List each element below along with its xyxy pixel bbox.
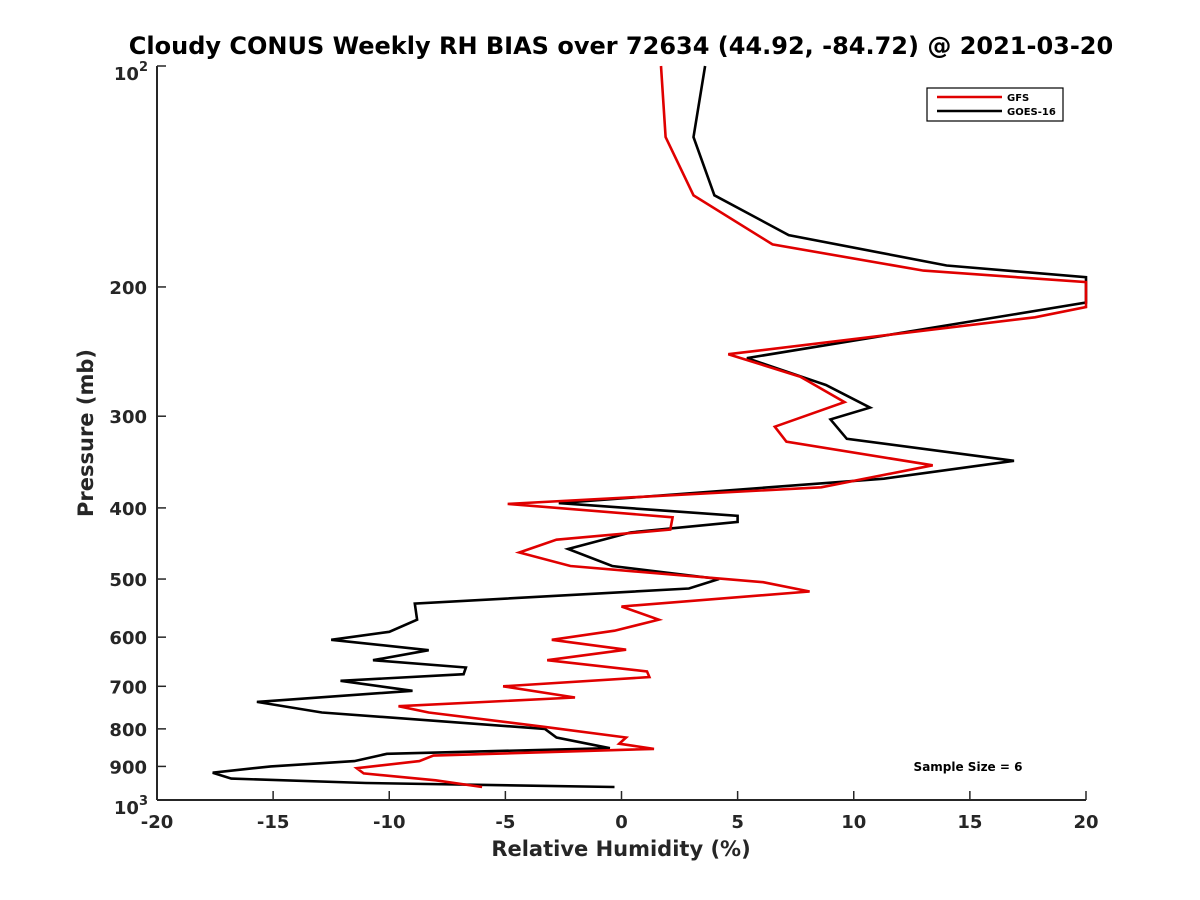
y-tick-label: 500 <box>109 570 147 591</box>
x-tick-label: 15 <box>957 812 982 833</box>
x-axis-ticks: -20 -15 -10 -5 0 5 10 15 20 <box>141 791 1099 833</box>
legend-label-gfs: GFS <box>1007 93 1029 104</box>
x-tick-label: 5 <box>731 812 744 833</box>
y-tick-label: 103 <box>114 794 148 819</box>
plot-background <box>157 66 1086 800</box>
y-tick-label: 400 <box>109 499 147 520</box>
y-tick-label: 102 <box>114 60 148 85</box>
y-tick-label: 900 <box>109 757 147 778</box>
x-axis-label: Relative Humidity (%) <box>491 837 750 861</box>
x-tick-label: -20 <box>141 812 174 833</box>
x-tick-label: 0 <box>615 812 628 833</box>
series-line-gfs <box>353 65 1088 789</box>
y-tick-label: 700 <box>109 677 147 698</box>
x-tick-label: 10 <box>841 812 866 833</box>
y-tick-label: 800 <box>109 720 147 741</box>
y-tick-label: 600 <box>109 628 147 649</box>
series-layer <box>212 65 1088 789</box>
chart-title: Cloudy CONUS Weekly RH BIAS over 72634 (… <box>129 32 1113 60</box>
x-tick-label: -15 <box>257 812 290 833</box>
legend-box <box>926 87 1064 122</box>
sample-size-annotation: Sample Size = 6 <box>914 760 1023 774</box>
legend-label-goes16: GOES-16 <box>1007 107 1056 118</box>
y-axis-ticks: 102 200 300 400 500 600 700 800 900 103 <box>109 60 166 819</box>
series-line-goes16 <box>212 65 1088 789</box>
y-tick-label: 300 <box>109 407 147 428</box>
plot-area <box>156 65 1088 801</box>
y-tick-label: 200 <box>109 278 147 299</box>
x-tick-label: -5 <box>495 812 515 833</box>
legend: GFS GOES-16 <box>926 87 1064 122</box>
x-tick-label: -10 <box>373 812 406 833</box>
y-axis-label: Pressure (mb) <box>74 349 98 517</box>
x-tick-label: 20 <box>1073 812 1098 833</box>
